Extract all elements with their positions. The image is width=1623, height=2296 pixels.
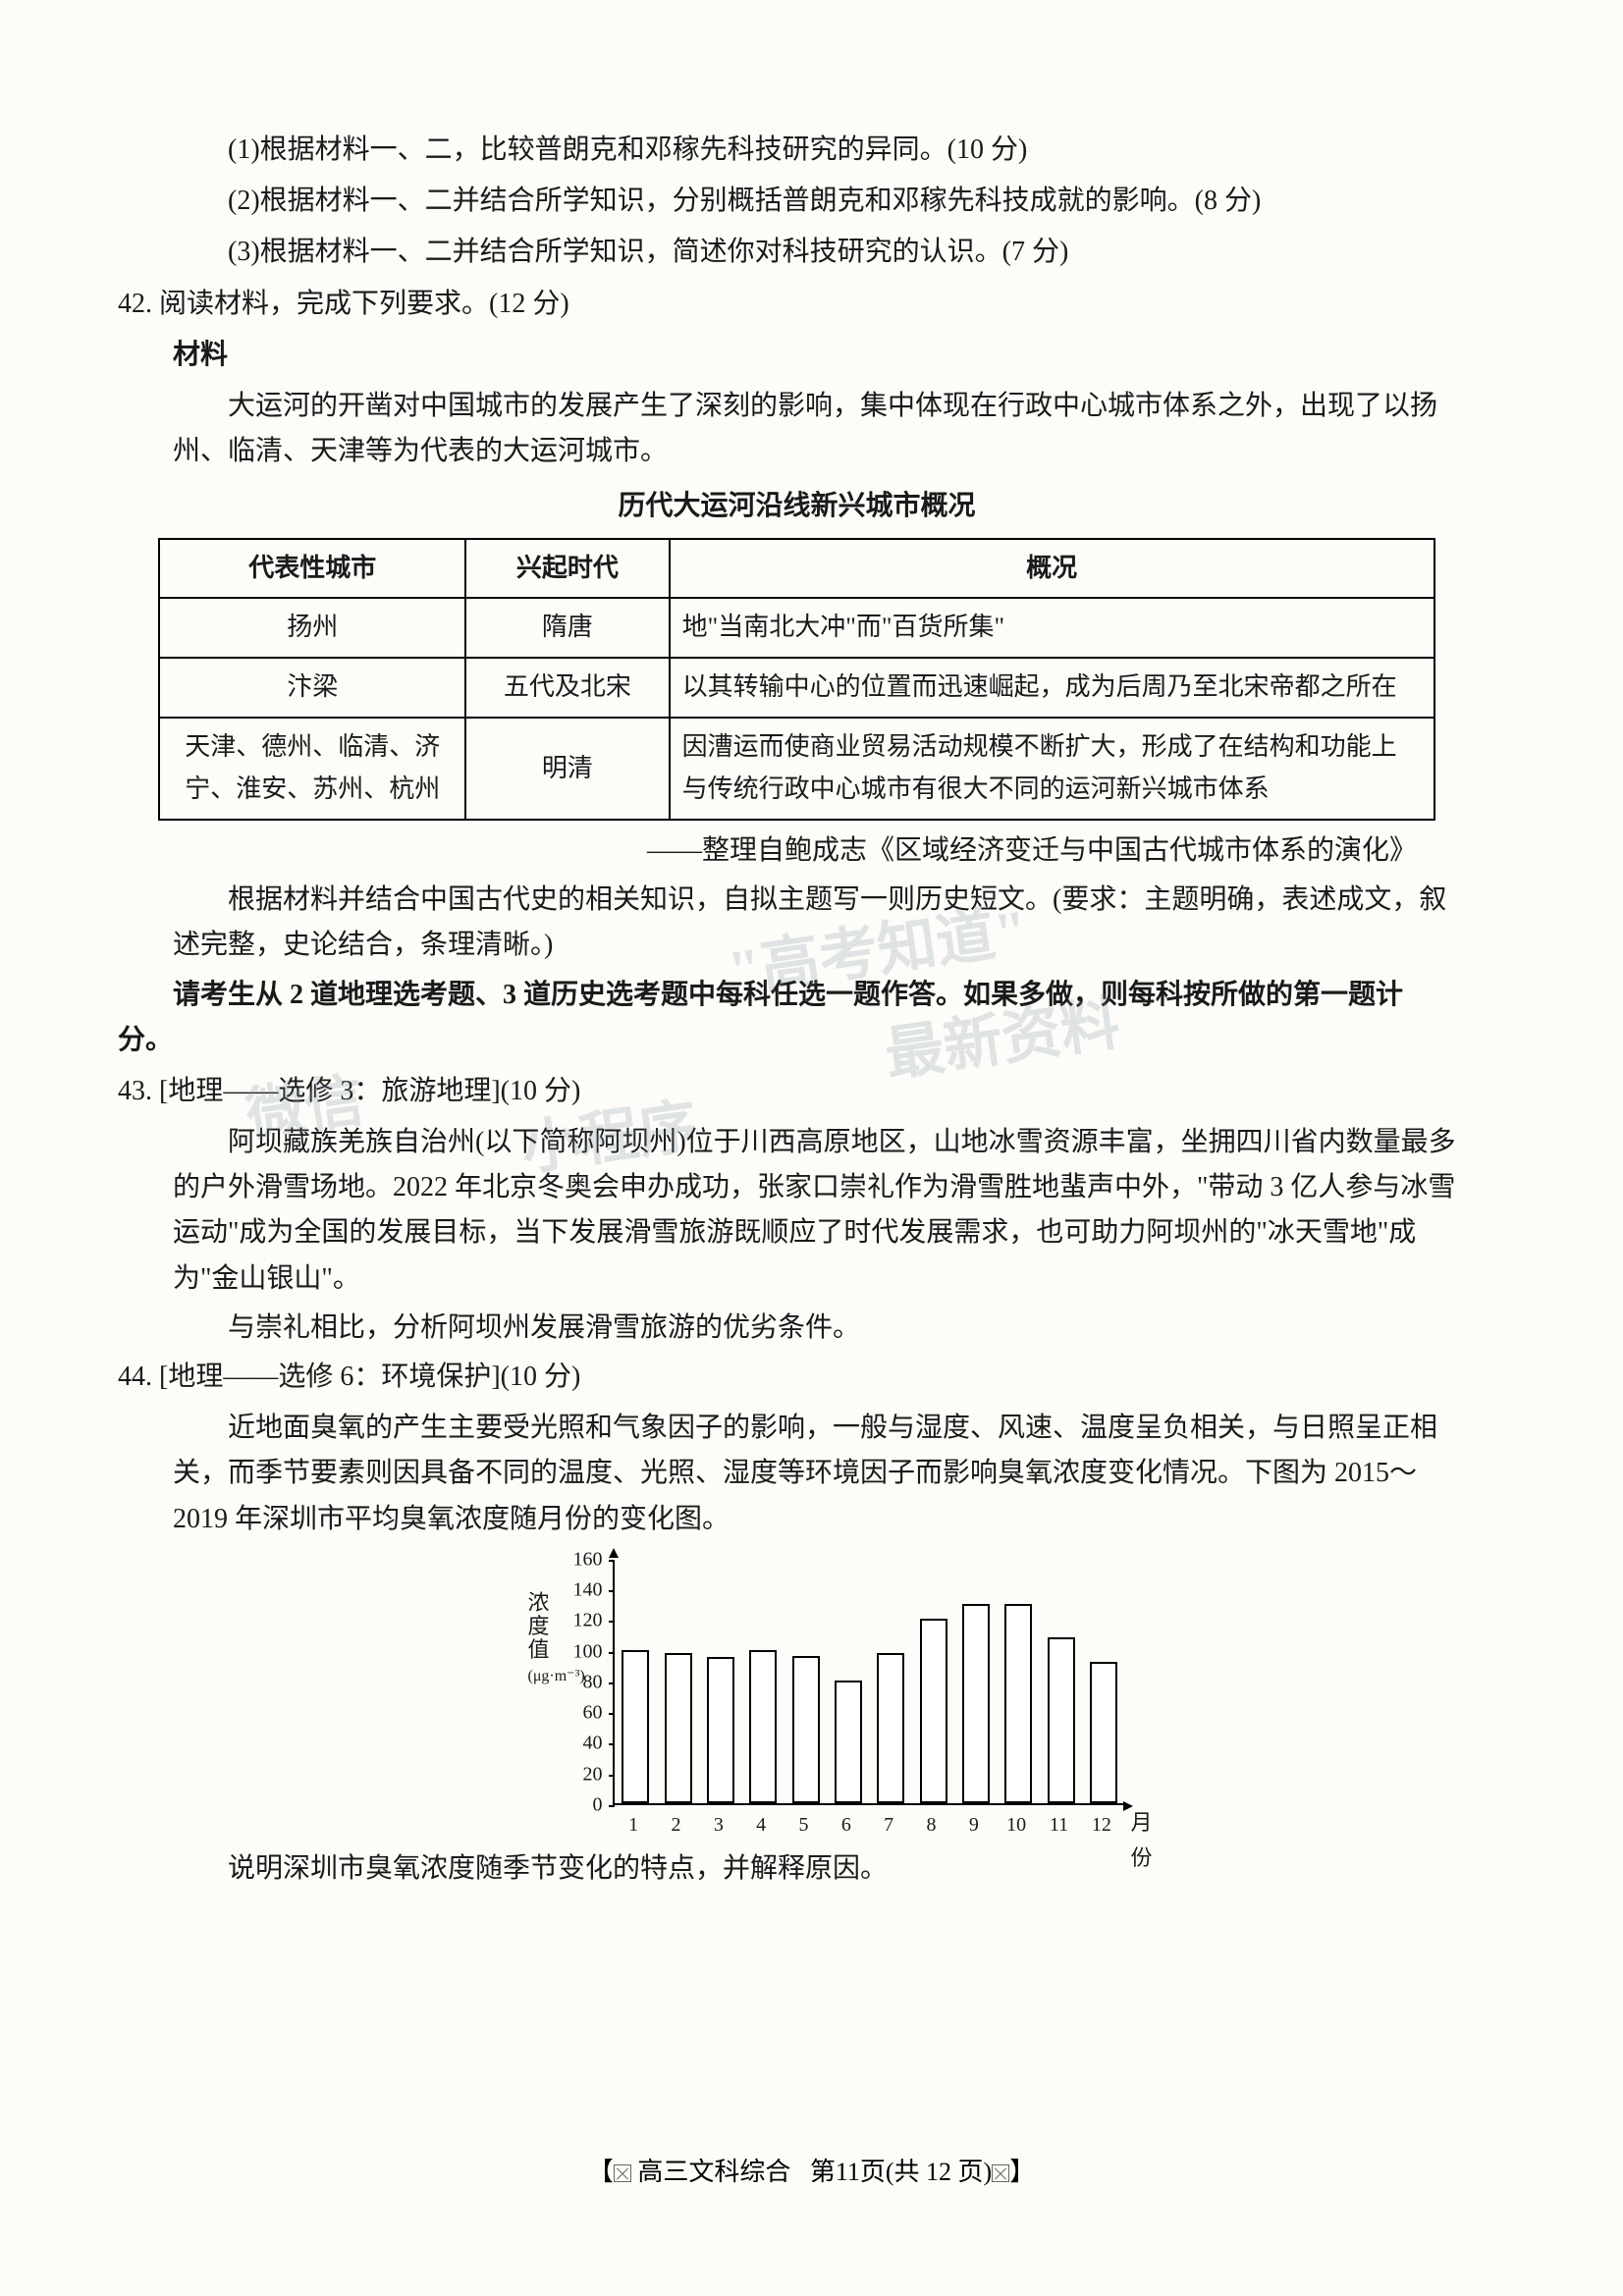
x-tick-label: 8 bbox=[914, 1809, 949, 1842]
th-overview: 概况 bbox=[670, 539, 1434, 599]
x-tick-label: 6 bbox=[829, 1809, 864, 1842]
q44-para1: 近地面臭氧的产生主要受光照和气象因子的影响，一般与湿度、风速、温度呈负相关，与日… bbox=[118, 1406, 1476, 1542]
cell-era: 五代及北宋 bbox=[465, 658, 670, 718]
q44-task: 说明深圳市臭氧浓度随季节变化的特点，并解释原因。 bbox=[118, 1846, 1476, 1892]
canal-cities-table: 代表性城市 兴起时代 概况 扬州 隋唐 地"当南北大冲"而"百货所集" 汴梁 五… bbox=[158, 538, 1434, 821]
page-footer: 【 高三文科综合 第11页(共 12 页) 】 bbox=[0, 2152, 1623, 2188]
q42-task: 根据材料并结合中国古代史的相关知识，自拟主题写一则历史短文。(要求：主题明确，表… bbox=[118, 878, 1476, 968]
y-ticks: 020406080100120140160 bbox=[562, 1552, 609, 1807]
bar bbox=[1090, 1662, 1117, 1803]
y-tick-label: 100 bbox=[573, 1635, 603, 1668]
cell-overview: 地"当南北大冲"而"百货所集" bbox=[670, 598, 1434, 658]
footer-box-icon bbox=[614, 2164, 631, 2182]
table-row: 天津、德州、临清、济宁、淮安、苏州、杭州 明清 因漕运而使商业贸易活动规模不断扩… bbox=[159, 718, 1434, 820]
table-row: 扬州 隋唐 地"当南北大冲"而"百货所集" bbox=[159, 598, 1434, 658]
q43-para2: 与崇礼相比，分析阿坝州发展滑雪旅游的优劣条件。 bbox=[118, 1306, 1476, 1351]
section-instruction: 请考生从 2 道地理选考题、3 道历史选考题中每科任选一题作答。如果多做，则每科… bbox=[118, 973, 1476, 1063]
q42-citation: ——整理自鲍成志《区域经济变迁与中国古代城市体系的演化》 bbox=[118, 828, 1476, 874]
x-tick-label: 11 bbox=[1042, 1809, 1077, 1842]
y-tick-label: 20 bbox=[583, 1758, 603, 1790]
q43-para1: 阿坝藏族羌族自治州(以下简称阿坝州)位于川西高原地区，山地冰雪资源丰富，坐拥四川… bbox=[118, 1120, 1476, 1302]
footer-suffix: 】 bbox=[1009, 2158, 1035, 2186]
y-tick-label: 60 bbox=[583, 1697, 603, 1730]
q42-para1: 大运河的开凿对中国城市的发展产生了深刻的影响，集中体现在行政中心城市体系之外，出… bbox=[118, 384, 1476, 474]
cell-city: 汴梁 bbox=[159, 658, 465, 718]
q42-material-label: 材料 bbox=[118, 333, 1476, 378]
bar bbox=[920, 1619, 947, 1803]
bar bbox=[622, 1650, 649, 1803]
cell-overview: 因漕运而使商业贸易活动规模不断扩大，形成了在结构和功能上与传统行政中心城市有很大… bbox=[670, 718, 1434, 820]
bar bbox=[1004, 1604, 1032, 1803]
bar bbox=[749, 1650, 777, 1803]
y-axis-label: 浓度值(μg·m⁻³) bbox=[528, 1591, 548, 1686]
y-tick-label: 0 bbox=[593, 1789, 603, 1821]
bar bbox=[665, 1653, 692, 1803]
bar bbox=[1048, 1637, 1075, 1803]
bar bbox=[835, 1681, 862, 1803]
bar bbox=[962, 1604, 990, 1803]
y-tick-label: 160 bbox=[573, 1543, 603, 1575]
footer-box-icon bbox=[992, 2164, 1009, 2182]
x-tick-label: 2 bbox=[659, 1809, 694, 1842]
plot-area bbox=[613, 1560, 1123, 1805]
th-era: 兴起时代 bbox=[465, 539, 670, 599]
q42-table-title: 历代大运河沿线新兴城市概况 bbox=[118, 484, 1476, 529]
exam-page: (1)根据材料一、二，比较普朗克和邓稼先科技研究的异同。(10 分) (2)根据… bbox=[0, 0, 1623, 2296]
cell-era: 隋唐 bbox=[465, 598, 670, 658]
footer-subject: 高三文科综合 bbox=[637, 2158, 790, 2186]
bar bbox=[792, 1656, 820, 1803]
bar bbox=[707, 1657, 734, 1802]
y-tick-label: 40 bbox=[583, 1728, 603, 1760]
cell-city: 天津、德州、临清、济宁、淮安、苏州、杭州 bbox=[159, 718, 465, 820]
ozone-bar-chart: 浓度值(μg·m⁻³) 020406080100120140160 月份 123… bbox=[542, 1552, 1170, 1846]
table-header-row: 代表性城市 兴起时代 概况 bbox=[159, 539, 1434, 599]
x-tick-label: 7 bbox=[871, 1809, 906, 1842]
y-tick-label: 140 bbox=[573, 1575, 603, 1607]
x-tick-label: 9 bbox=[956, 1809, 992, 1842]
cell-overview: 以其转输中心的位置而迅速崛起，成为后周乃至北宋帝都之所在 bbox=[670, 658, 1434, 718]
x-tick-label: 3 bbox=[701, 1809, 736, 1842]
q41-sub1: (1)根据材料一、二，比较普朗克和邓稼先科技研究的异同。(10 分) bbox=[118, 128, 1476, 173]
bar bbox=[877, 1653, 904, 1803]
x-tick-label: 10 bbox=[999, 1809, 1034, 1842]
x-tick-label: 1 bbox=[616, 1809, 651, 1842]
y-tick-label: 80 bbox=[583, 1666, 603, 1698]
q42-stem: 42. 阅读材料，完成下列要求。(12 分) bbox=[118, 282, 1476, 327]
th-city: 代表性城市 bbox=[159, 539, 465, 599]
q44-stem: 44. [地理——选修 6：环境保护](10 分) bbox=[118, 1355, 1476, 1400]
x-tick-label: 5 bbox=[786, 1809, 822, 1842]
ozone-chart-container: 浓度值(μg·m⁻³) 020406080100120140160 月份 123… bbox=[236, 1552, 1476, 1846]
footer-prefix: 【 bbox=[588, 2158, 614, 2186]
q41-sub3: (3)根据材料一、二并结合所学知识，简述你对科技研究的认识。(7 分) bbox=[118, 230, 1476, 275]
table-row: 汴梁 五代及北宋 以其转输中心的位置而迅速崛起，成为后周乃至北宋帝都之所在 bbox=[159, 658, 1434, 718]
y-axis-arrow-icon bbox=[609, 1548, 619, 1558]
x-axis-label: 月份 bbox=[1131, 1805, 1170, 1877]
cell-city: 扬州 bbox=[159, 598, 465, 658]
x-tick-label: 12 bbox=[1084, 1809, 1119, 1842]
footer-page-info: 第11页(共 12 页) bbox=[810, 2158, 992, 2186]
y-tick-label: 120 bbox=[573, 1605, 603, 1637]
x-tick-label: 4 bbox=[743, 1809, 779, 1842]
q41-sub2: (2)根据材料一、二并结合所学知识，分别概括普朗克和邓稼先科技成就的影响。(8 … bbox=[118, 179, 1476, 224]
q43-stem: 43. [地理——选修 3：旅游地理](10 分) bbox=[118, 1069, 1476, 1114]
cell-era: 明清 bbox=[465, 718, 670, 820]
